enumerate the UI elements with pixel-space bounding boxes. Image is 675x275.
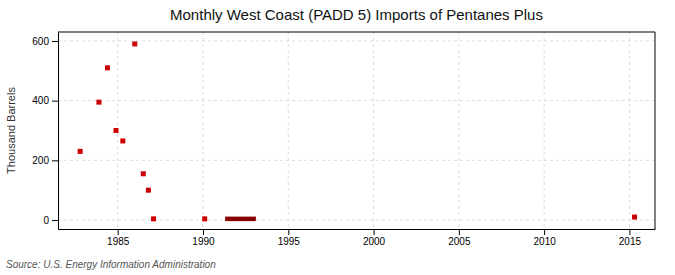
y-tick: 200 [32, 155, 58, 166]
line-segment [225, 217, 256, 222]
grid-line-y [58, 40, 655, 41]
x-tick-mark [629, 229, 630, 235]
x-tick: 2000 [363, 229, 386, 247]
point [105, 65, 110, 70]
x-tick: 2005 [448, 229, 471, 247]
grid-line-x [629, 32, 630, 229]
point [151, 216, 156, 221]
y-tick: 0 [43, 215, 58, 226]
x-tick-mark [118, 229, 119, 235]
y-tick: 600 [32, 36, 58, 47]
y-axis-title: Thousand Barrels [5, 87, 17, 174]
frame-right [655, 32, 656, 229]
y-tick-mark [52, 220, 58, 221]
grid [58, 32, 655, 229]
x-tick-mark [374, 229, 375, 235]
x-tick-label: 2005 [448, 236, 471, 247]
grid-line-y [58, 220, 655, 221]
point [120, 138, 125, 143]
x-tick: 1990 [192, 229, 215, 247]
y-tick: 400 [32, 95, 58, 106]
x-tick: 1985 [107, 229, 130, 247]
point [146, 188, 151, 193]
point [78, 149, 83, 154]
grid-line-x [458, 32, 459, 229]
x-tick-label: 2000 [363, 236, 386, 247]
y-axis: 0 200 400 600 [32, 33, 58, 230]
x-tick: 1995 [278, 229, 301, 247]
plot-area: 1985 1990 1995 2000 2005 2010 2015 0 200 400 600 [32, 32, 655, 247]
x-tick: 2015 [619, 229, 642, 247]
x-tick-label: 1990 [192, 236, 215, 247]
grid-line-x [202, 32, 203, 229]
x-axis-line [59, 229, 656, 230]
x-tick-label: 1985 [107, 236, 130, 247]
point [132, 41, 137, 46]
y-axis-line [58, 33, 59, 230]
y-tick-mark [52, 101, 58, 102]
title: Monthly West Coast (PADD 5) Imports of P… [170, 6, 543, 23]
point [202, 216, 207, 221]
series-0 [78, 41, 208, 221]
x-tick-mark [459, 229, 460, 235]
y-tick-label: 600 [32, 36, 49, 47]
y-tick-mark [52, 160, 58, 161]
marks [78, 41, 637, 221]
grid-line-y [58, 100, 655, 101]
chart: 1985 1990 1995 2000 2005 2010 2015 0 200 400 600 Mo… [0, 0, 675, 275]
source-note: Source: U.S. Energy Information Administ… [6, 259, 216, 270]
x-tick-label: 1995 [278, 236, 301, 247]
y-tick-mark [52, 41, 58, 42]
grid-line-x [544, 32, 545, 229]
x-tick-mark [288, 229, 289, 235]
grid-line-y [58, 160, 655, 161]
grid-line-x [373, 32, 374, 229]
point [632, 215, 637, 220]
frame-top [58, 32, 655, 33]
series-1 [225, 218, 256, 219]
x-axis: 1985 1990 1995 2000 2005 2010 2015 [59, 229, 656, 247]
point [113, 128, 118, 133]
series-2 [632, 215, 637, 220]
y-tick-label: 200 [32, 155, 49, 166]
grid-line-x [288, 32, 289, 229]
x-tick-mark [544, 229, 545, 235]
point [96, 100, 101, 105]
point [141, 171, 146, 176]
x-tick-mark [203, 229, 204, 235]
x-tick-label: 2010 [534, 236, 557, 247]
y-tick-label: 0 [43, 215, 49, 226]
x-tick: 2010 [534, 229, 557, 247]
x-tick-label: 2015 [619, 236, 642, 247]
y-tick-label: 400 [32, 95, 49, 106]
